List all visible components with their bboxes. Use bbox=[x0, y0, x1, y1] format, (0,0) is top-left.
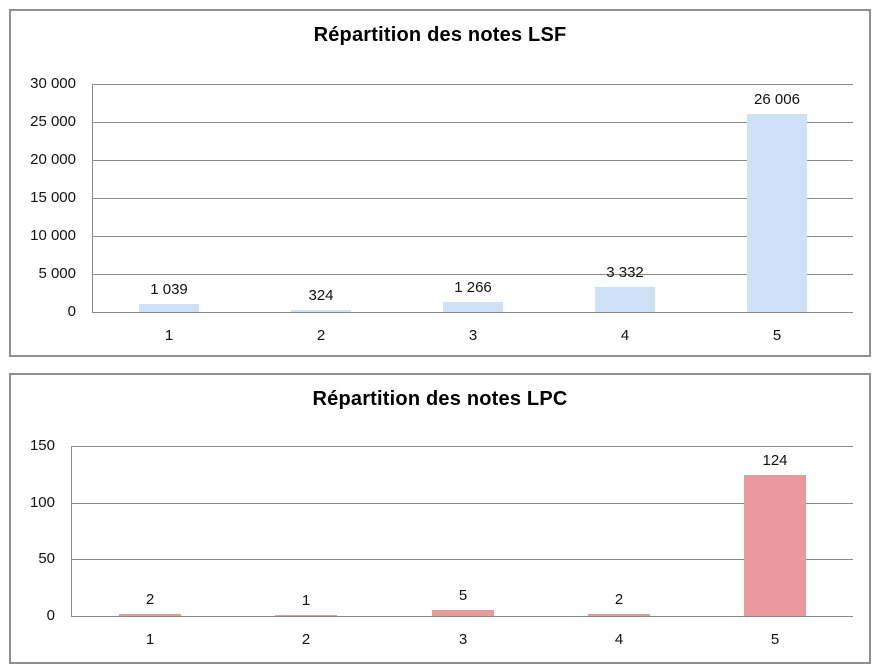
bar bbox=[119, 614, 181, 616]
bar bbox=[443, 302, 503, 312]
bar-value-label: 1 039 bbox=[150, 281, 188, 298]
x-axis-category-label: 2 bbox=[301, 631, 311, 648]
gridline bbox=[72, 559, 853, 560]
bar-value-label: 124 bbox=[762, 452, 788, 469]
bar bbox=[275, 615, 337, 616]
x-axis-category-label: 2 bbox=[316, 327, 326, 344]
gridline bbox=[72, 446, 853, 447]
gridline bbox=[93, 274, 853, 275]
bar bbox=[291, 310, 351, 312]
bar-value-label: 1 266 bbox=[454, 279, 492, 296]
chart-lsf-title: Répartition des notes LSF bbox=[313, 24, 567, 46]
y-axis-tick-label: 50 bbox=[38, 550, 55, 567]
x-axis-category-label: 1 bbox=[145, 631, 155, 648]
gridline bbox=[93, 84, 853, 85]
bar bbox=[588, 614, 650, 616]
chart-lpc-plot: 0 50 100 150 2 1 1 2 5 3 2 4 124 5 bbox=[30, 437, 853, 648]
gridline bbox=[93, 160, 853, 161]
bar-value-label: 1 bbox=[301, 592, 311, 609]
chart-lpc: Répartition des notes LPC 0 50 100 150 2 1 1 2 5… bbox=[9, 373, 871, 664]
bar-value-label: 3 332 bbox=[606, 264, 644, 281]
bar bbox=[432, 610, 494, 616]
x-axis-category-label: 1 bbox=[164, 327, 174, 344]
y-axis-tick-label: 20 000 bbox=[30, 151, 76, 168]
gridline bbox=[93, 236, 853, 237]
chart-lsf-plot: 0 5 000 10 000 15 000 20 000 25 000 30 000 1 03… bbox=[30, 75, 853, 344]
y-axis-tick-label: 30 000 bbox=[30, 75, 76, 92]
gridline bbox=[93, 122, 853, 123]
x-axis-category-label: 3 bbox=[468, 327, 478, 344]
bar-value-label: 5 bbox=[458, 587, 468, 604]
y-axis-tick-label: 100 bbox=[29, 494, 55, 511]
x-axis-category-label: 4 bbox=[614, 631, 624, 648]
x-axis-category-label: 4 bbox=[620, 327, 630, 344]
y-axis-tick-label: 0 bbox=[67, 303, 76, 320]
gridline bbox=[93, 198, 853, 199]
y-axis-tick-label: 5 000 bbox=[38, 265, 76, 282]
bar-value-label: 324 bbox=[308, 287, 334, 304]
chart-lpc-title: Répartition des notes LPC bbox=[312, 388, 568, 410]
bar-value-label: 2 bbox=[614, 591, 624, 608]
y-axis-tick-label: 150 bbox=[29, 437, 55, 454]
bar-value-label: 26 006 bbox=[754, 91, 800, 108]
bar bbox=[139, 304, 199, 312]
y-axis-tick-label: 15 000 bbox=[30, 189, 76, 206]
y-axis-tick-label: 0 bbox=[46, 607, 55, 624]
bar bbox=[747, 114, 807, 312]
y-axis-tick-label: 10 000 bbox=[30, 227, 76, 244]
bar bbox=[595, 287, 655, 312]
x-axis-category-label: 3 bbox=[458, 631, 468, 648]
bar-value-label: 2 bbox=[145, 591, 155, 608]
y-axis-tick-label: 25 000 bbox=[30, 113, 76, 130]
x-axis-category-label: 5 bbox=[772, 327, 782, 344]
bar bbox=[744, 475, 806, 616]
gridline bbox=[72, 503, 853, 504]
x-axis-category-label: 5 bbox=[770, 631, 780, 648]
